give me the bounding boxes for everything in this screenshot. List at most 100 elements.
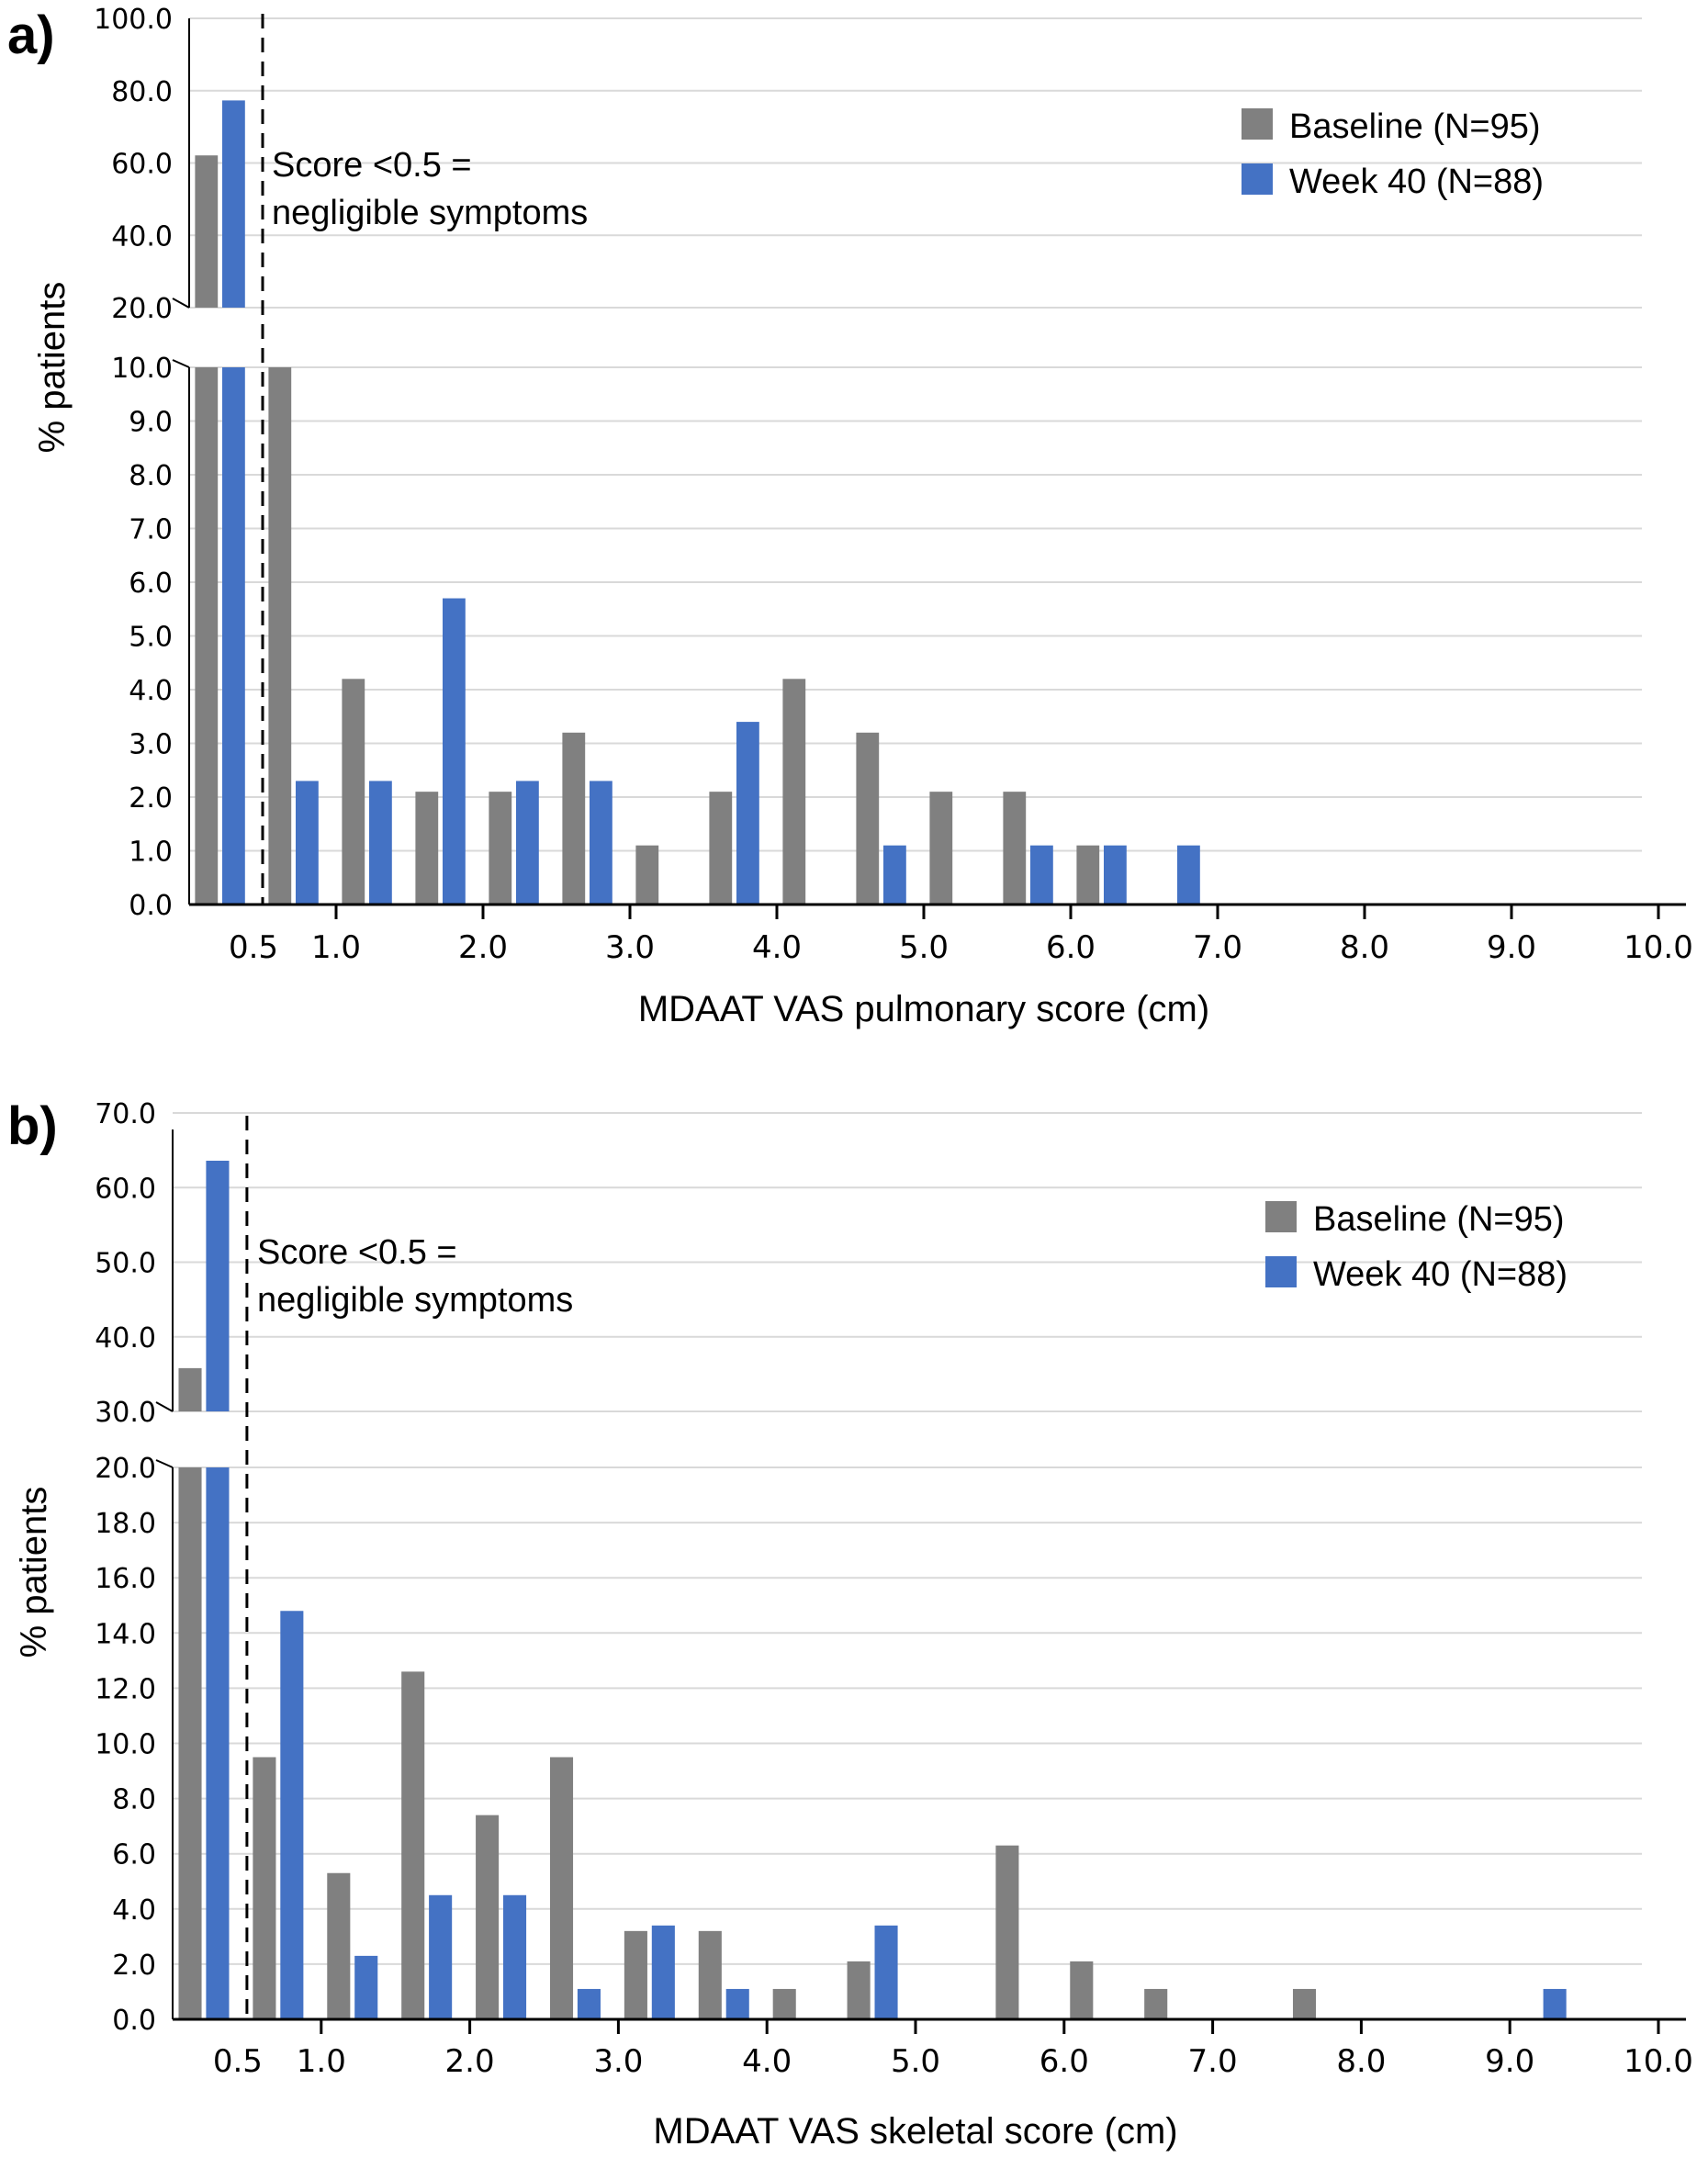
y-tick-label: 0.0 xyxy=(129,890,173,922)
x-tick-label: 0.5 xyxy=(213,2043,263,2080)
bar-week40 xyxy=(443,598,466,905)
legend-swatch-week40 xyxy=(1242,163,1273,195)
y-tick-label: 7.0 xyxy=(129,514,173,546)
y-tick-label: 1.0 xyxy=(129,837,173,869)
axis-break-mark xyxy=(172,298,190,309)
axis-break-mark xyxy=(155,1459,174,1468)
x-tick-label: 0.5 xyxy=(229,929,278,966)
y-tick-label: 20.0 xyxy=(95,1453,156,1485)
bar-week40 xyxy=(1177,845,1200,905)
bar-baseline xyxy=(995,1845,1019,2019)
axis-break-mark xyxy=(172,359,190,368)
bar-baseline xyxy=(268,367,292,905)
x-tick-label: 7.0 xyxy=(1193,929,1242,966)
y-tick-label: 8.0 xyxy=(129,460,173,492)
y-tick-label: 2.0 xyxy=(112,1950,156,1982)
bar-baseline xyxy=(476,1815,500,2019)
x-tick-label: 10.0 xyxy=(1624,929,1693,966)
y-tick-label: 6.0 xyxy=(129,568,173,600)
bar-week40 xyxy=(296,781,319,905)
y-tick-label: 14.0 xyxy=(95,1618,156,1650)
bar-week40 xyxy=(651,1925,675,2019)
x-tick-label: 9.0 xyxy=(1487,929,1536,966)
y-tick-label: 4.0 xyxy=(112,1894,156,1927)
bar-baseline xyxy=(415,792,439,905)
x-tick-label: 3.0 xyxy=(605,929,655,966)
panel-label: a) xyxy=(7,6,55,65)
x-tick-label: 4.0 xyxy=(752,929,802,966)
bar-baseline xyxy=(1292,1988,1317,2019)
bar-week40 xyxy=(577,1988,601,2019)
x-tick-label: 8.0 xyxy=(1336,2043,1386,2080)
y-axis-title: % patients xyxy=(32,282,73,454)
legend-swatch-baseline xyxy=(1265,1201,1297,1232)
threshold-annotation: negligible symptoms xyxy=(257,1281,573,1320)
bar-baseline xyxy=(1144,1988,1168,2019)
axis-break-mark xyxy=(155,1401,174,1412)
bar-baseline xyxy=(1076,845,1100,905)
x-tick-label: 6.0 xyxy=(1046,929,1096,966)
y-tick-label: 4.0 xyxy=(129,675,173,707)
bar-baseline xyxy=(782,679,806,905)
bar-baseline xyxy=(698,1930,722,2019)
x-tick-label: 8.0 xyxy=(1340,929,1389,966)
legend: Baseline (N=95) Week 40 (N=88) xyxy=(1242,107,1544,201)
threshold-annotation: negligible symptoms xyxy=(272,194,588,232)
y-tick-label: 9.0 xyxy=(129,407,173,439)
x-tick-label: 6.0 xyxy=(1039,2043,1089,2080)
bar-baseline xyxy=(635,845,659,905)
panel-label: b) xyxy=(7,1096,58,1156)
y-tick-label: 3.0 xyxy=(129,729,173,761)
legend-swatch-baseline xyxy=(1242,108,1273,140)
x-tick-label: 9.0 xyxy=(1485,2043,1534,2080)
y-tick-label: 80.0 xyxy=(111,76,173,108)
bar-week40 xyxy=(1104,845,1127,905)
bar-week40 xyxy=(736,722,759,905)
bar-week40 xyxy=(280,1611,304,2019)
x-tick-label: 1.0 xyxy=(297,2043,346,2080)
bar-baseline xyxy=(253,1757,276,2019)
bar-baseline xyxy=(772,1988,796,2019)
bar-baseline xyxy=(195,367,219,905)
y-tick-label: 0.0 xyxy=(112,2005,156,2037)
bar-baseline xyxy=(562,732,586,905)
y-tick-label: 16.0 xyxy=(95,1563,156,1595)
y-tick-label: 40.0 xyxy=(95,1322,156,1354)
y-tick-label: 18.0 xyxy=(95,1508,156,1540)
bar-week40-upper xyxy=(206,1161,230,1411)
legend-label-baseline: Baseline (N=95) xyxy=(1289,107,1541,146)
bar-baseline xyxy=(709,792,733,905)
bar-week40 xyxy=(222,367,245,905)
y-tick-label: 5.0 xyxy=(129,622,173,654)
x-tick-label: 10.0 xyxy=(1624,2043,1693,2080)
bar-baseline xyxy=(327,1872,351,2019)
bar-baseline xyxy=(624,1930,647,2019)
panel-a-chart: a) 0.0 1.0 2.0 3.0 4.0 5.0 6.0 7.0 8.0 9.0 10.0 20.0… xyxy=(7,4,1693,1029)
threshold-annotation: Score <0.5 = xyxy=(257,1233,457,1272)
bar-week40 xyxy=(369,781,392,905)
x-axis-title: MDAAT VAS pulmonary score (cm) xyxy=(638,989,1209,1029)
y-tick-label: 8.0 xyxy=(112,1784,156,1816)
bar-baseline xyxy=(847,1961,871,2019)
x-tick-label: 3.0 xyxy=(593,2043,643,2080)
bar-week40 xyxy=(503,1894,527,2019)
legend-label-baseline: Baseline (N=95) xyxy=(1313,1200,1565,1239)
y-tick-label: 60.0 xyxy=(111,149,173,181)
x-tick-label: 1.0 xyxy=(311,929,361,966)
bar-week40-upper xyxy=(222,100,245,308)
bar-baseline xyxy=(178,1467,202,2019)
bar-week40 xyxy=(725,1988,749,2019)
x-tick-label: 4.0 xyxy=(742,2043,792,2080)
legend: Baseline (N=95) Week 40 (N=88) xyxy=(1265,1200,1568,1294)
bar-baseline xyxy=(342,679,365,905)
y-tick-label: 10.0 xyxy=(95,1729,156,1761)
x-axis-title: MDAAT VAS skeletal score (cm) xyxy=(653,2111,1177,2152)
y-tick-label: 6.0 xyxy=(112,1839,156,1871)
bar-baseline-upper xyxy=(195,155,219,308)
y-tick-label: 10.0 xyxy=(111,353,173,385)
x-tick-label: 2.0 xyxy=(445,2043,495,2080)
bar-baseline xyxy=(1003,792,1027,905)
legend-label-week40: Week 40 (N=88) xyxy=(1289,163,1544,201)
bar-week40 xyxy=(874,1925,898,2019)
